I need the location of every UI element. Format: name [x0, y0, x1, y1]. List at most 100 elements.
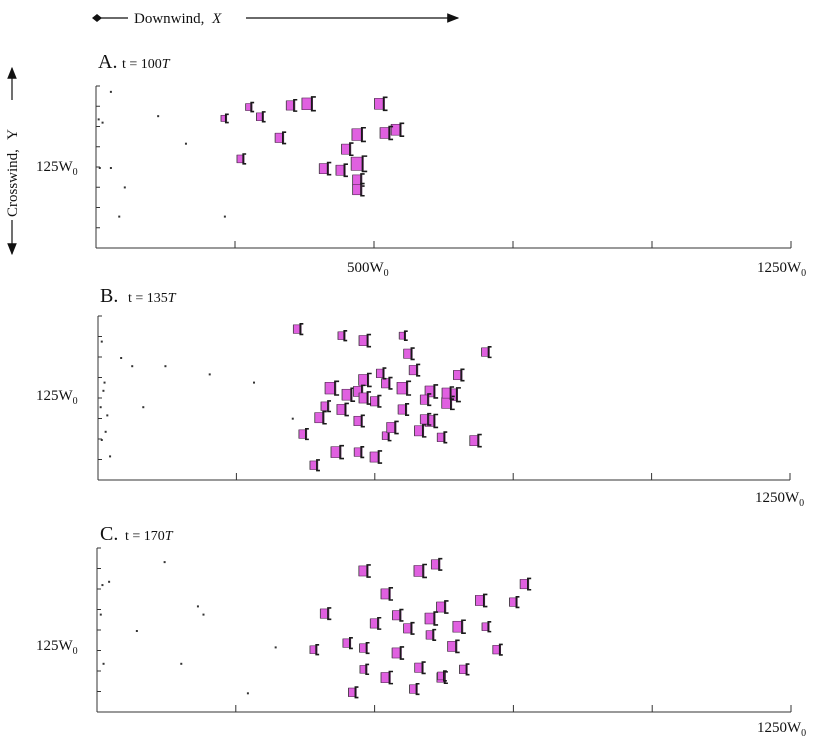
speck — [246, 692, 249, 695]
dune — [318, 161, 332, 176]
dune — [414, 661, 426, 675]
dune — [298, 427, 309, 441]
dune — [337, 329, 348, 342]
dune — [430, 557, 443, 571]
panel-c-specks — [99, 561, 277, 695]
dune — [381, 376, 393, 390]
panel-a-specks — [97, 90, 226, 218]
dune — [447, 639, 460, 654]
dune — [414, 423, 427, 438]
speck — [202, 613, 205, 616]
speck — [253, 381, 256, 384]
dune — [424, 611, 439, 626]
dune — [324, 380, 340, 396]
dune — [319, 607, 332, 621]
dune — [352, 182, 365, 197]
dune — [425, 628, 437, 642]
speck — [98, 167, 101, 169]
dune — [441, 386, 455, 400]
dune — [369, 450, 383, 464]
dune — [392, 608, 404, 622]
speck — [101, 121, 104, 124]
dune — [519, 577, 532, 591]
dune — [336, 402, 349, 417]
dune — [403, 621, 415, 635]
dune — [220, 113, 229, 124]
dune — [413, 563, 427, 579]
dune — [436, 431, 448, 444]
panel-a-y-tick-label: 125W0 — [36, 159, 78, 178]
speck — [120, 357, 123, 359]
panel-c-letter: C. — [100, 523, 118, 545]
speck — [123, 186, 126, 189]
dune — [436, 600, 449, 614]
dune — [256, 111, 266, 123]
dune — [481, 345, 492, 359]
dune — [391, 646, 405, 660]
speck — [109, 167, 112, 169]
dune — [403, 347, 415, 361]
speck — [104, 430, 107, 433]
dune — [398, 330, 408, 341]
dune — [396, 380, 412, 396]
dune — [320, 400, 332, 413]
speck — [184, 142, 187, 145]
downwind-diamond-icon — [92, 14, 102, 22]
dune — [390, 122, 405, 137]
speck — [102, 662, 105, 665]
speck — [180, 662, 183, 665]
dune — [353, 414, 365, 428]
dune — [380, 670, 394, 685]
downwind-label: Downwind, X — [134, 11, 222, 27]
panel-b-dunes — [292, 323, 492, 472]
dune — [452, 619, 466, 634]
speck — [164, 365, 167, 368]
panel-a: A. t = 100T 125W0 500W0 1250W0 — [36, 51, 806, 279]
crosswind-arrow: Crosswind, Y — [5, 66, 21, 256]
dune — [358, 564, 371, 578]
dune — [359, 663, 370, 676]
dune — [314, 410, 327, 425]
dune — [292, 323, 304, 336]
panel-c-time: t = 170T — [125, 529, 174, 544]
speck — [118, 215, 121, 218]
dune — [419, 412, 432, 426]
dune — [335, 163, 348, 178]
panel-c-y-tick-label: 125W0 — [36, 638, 78, 657]
speck — [99, 613, 102, 616]
panel-b-x-tick-label-1250: 1250W0 — [755, 490, 804, 509]
panel-a-time: t = 100T — [122, 57, 171, 72]
dune — [419, 393, 432, 407]
dune — [236, 153, 247, 165]
speck — [100, 439, 103, 441]
speck — [135, 630, 138, 632]
speck — [291, 417, 294, 420]
dune — [379, 125, 394, 141]
dune — [475, 593, 488, 608]
panel-c-x-ticks — [96, 547, 792, 713]
dune — [342, 637, 353, 650]
dune — [274, 131, 287, 145]
panel-c-x-tick-label-1250: 1250W0 — [757, 720, 806, 739]
dune — [351, 126, 366, 143]
dune — [409, 682, 420, 696]
dune — [492, 643, 503, 656]
dune — [397, 403, 410, 416]
dune — [424, 384, 439, 399]
dune — [348, 686, 359, 699]
panel-a-letter: A. — [98, 51, 117, 73]
dune — [301, 96, 316, 112]
speck — [157, 115, 160, 118]
dune — [380, 587, 394, 601]
speck — [223, 215, 226, 218]
speck — [131, 365, 134, 368]
panel-a-x-ticks — [95, 85, 792, 249]
panel-a-x-tick-label-1250: 1250W0 — [757, 260, 806, 279]
dune — [374, 96, 388, 112]
panel-b-letter: B. — [100, 285, 118, 307]
speck — [109, 455, 112, 458]
downwind-arrow: Downwind, X — [92, 11, 460, 27]
panel-b: B. t = 135T 125W0 1250W0 — [36, 285, 804, 509]
dune — [358, 391, 372, 405]
dune — [386, 420, 399, 435]
